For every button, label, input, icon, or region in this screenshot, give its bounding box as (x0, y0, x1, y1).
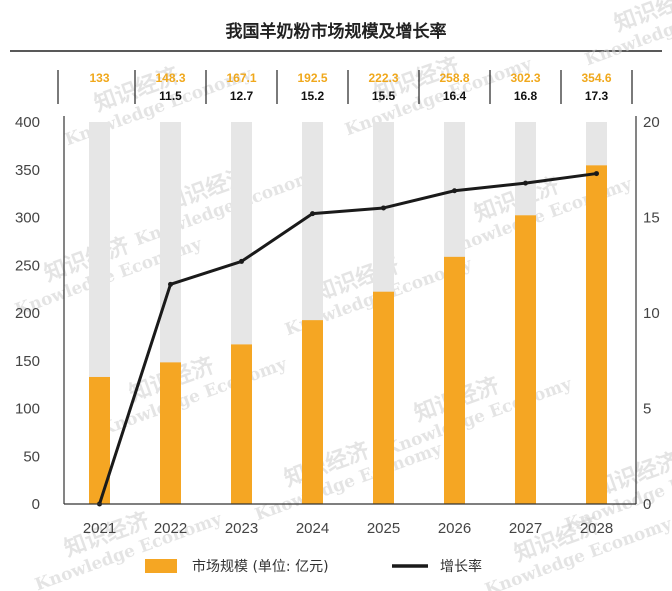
bar-market-size (444, 256, 465, 504)
x-tick-label: 2026 (438, 520, 471, 537)
x-tick-label: 2023 (225, 520, 258, 537)
bar-market-size (89, 376, 110, 504)
legend-label-market-size: 市场规模 (单位: 亿元) (192, 558, 329, 575)
bar-market-size (160, 362, 181, 504)
x-tick-label: 2021 (83, 520, 116, 537)
y2-tick-label: 5 (643, 401, 651, 418)
y2-tick-label: 15 (643, 210, 660, 227)
y-tick-label: 50 (23, 448, 40, 465)
x-tick-label: 2027 (509, 520, 542, 537)
table-market-value: 354.6 (581, 71, 611, 85)
y-tick-label: 200 (15, 305, 40, 322)
table-market-value: 167.1 (226, 71, 256, 85)
growth-point (523, 180, 528, 186)
bar-market-size (373, 291, 394, 504)
legend: 市场规模 (单位: 亿元) 增长率 (145, 558, 482, 575)
table-market-value: 302.3 (510, 71, 540, 85)
growth-line-series (97, 171, 599, 507)
y2-tick-label: 0 (643, 496, 651, 513)
y-tick-label: 0 (32, 496, 40, 513)
table-growth-value: 16.8 (514, 89, 538, 103)
growth-line (98, 172, 597, 505)
y-tick-label: 100 (15, 401, 40, 418)
growth-point (168, 281, 173, 287)
bar-market-size (586, 165, 607, 504)
x-tick-label: 2025 (367, 520, 400, 537)
table-growth-value: 12.7 (230, 89, 254, 103)
y-axis-right: 0 5 10 15 20 (635, 114, 660, 513)
legend-swatch-market-size (145, 559, 177, 573)
x-axis: 2021 2022 2023 2024 2025 2026 2027 2028 (64, 503, 636, 537)
y-tick-label: 250 (15, 257, 40, 274)
growth-point (452, 188, 457, 194)
table-market-value: 192.5 (297, 71, 327, 85)
table-market-value: 222.3 (368, 71, 398, 85)
table-growth-value: 15.5 (372, 89, 396, 103)
growth-point (239, 258, 244, 264)
bar-market-size (231, 344, 252, 504)
bar-market-size (515, 215, 536, 504)
table-growth-value: 17.3 (585, 89, 609, 103)
y-tick-label: 350 (15, 162, 40, 179)
y-tick-label: 400 (15, 114, 40, 131)
table-growth-value: 11.5 (159, 89, 182, 103)
bar-series (89, 165, 607, 504)
legend-label-growth-rate: 增长率 (440, 558, 482, 575)
growth-point (594, 171, 599, 177)
table-market-value: 133 (89, 71, 109, 85)
x-tick-label: 2028 (580, 520, 613, 537)
y-tick-label: 300 (15, 210, 40, 227)
y2-tick-label: 20 (643, 114, 660, 131)
x-tick-label: 2022 (154, 520, 187, 537)
table-growth-value: 16.4 (443, 89, 467, 103)
y-tick-label: 150 (15, 353, 40, 370)
table-growth-value: 15.2 (301, 89, 325, 103)
chart-title: 我国羊奶粉市场规模及增长率 (226, 21, 447, 42)
y2-tick-label: 10 (643, 305, 660, 322)
table-market-value: 258.8 (439, 71, 469, 85)
growth-point (310, 211, 315, 217)
y-axis-left: 0 50 100 150 200 250 300 350 400 (15, 114, 65, 513)
x-tick-label: 2024 (296, 520, 329, 537)
table-market-value: 148.3 (155, 71, 185, 85)
bar-market-size (302, 320, 323, 504)
value-table: 133 148.3 11.5 167.1 12.7 192.5 15.2 222.3 15.5 2… (57, 70, 633, 104)
growth-point (381, 205, 386, 211)
